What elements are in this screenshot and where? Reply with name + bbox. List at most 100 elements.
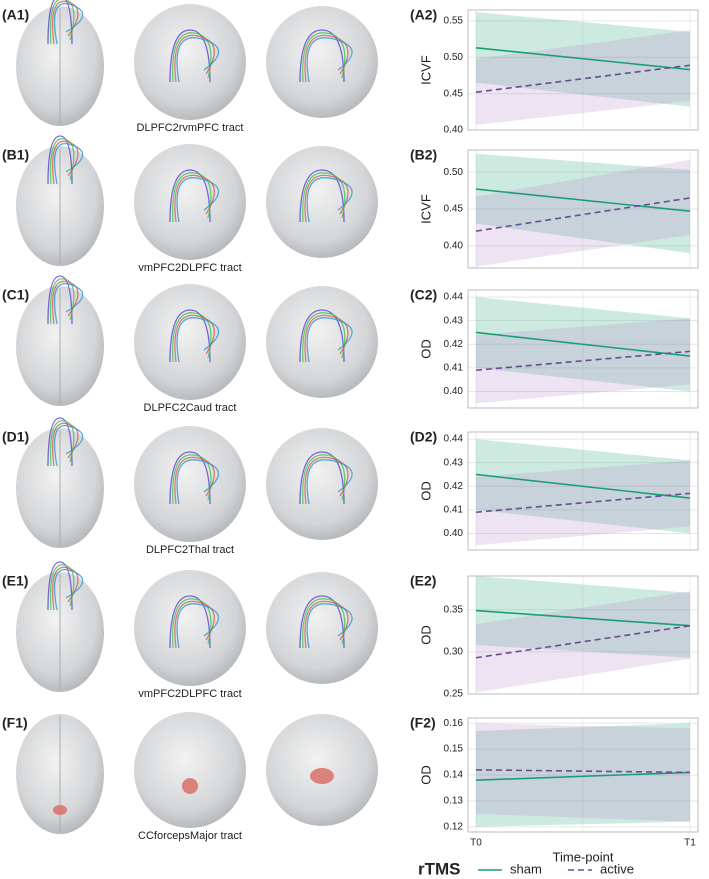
tract: [176, 317, 220, 363]
y-tick-label: 0.42: [444, 481, 464, 492]
tract: [169, 595, 211, 649]
tract: [172, 598, 212, 649]
plot-border: [467, 289, 699, 409]
plot-border: [467, 431, 699, 551]
tract: [299, 169, 345, 223]
tract: [306, 317, 353, 363]
tract: [302, 454, 346, 505]
brain-side: [266, 428, 378, 540]
series-line: [475, 492, 691, 514]
y-tick-label: 0.15: [444, 744, 464, 755]
tract: [176, 603, 220, 649]
panel-label: (E1): [2, 573, 28, 589]
tract: [302, 312, 346, 363]
tract: [174, 174, 215, 223]
tract: [304, 314, 349, 363]
tract: [176, 459, 220, 505]
y-tick-label: 0.43: [444, 457, 464, 468]
tract: [53, 424, 84, 467]
confidence-band: [476, 576, 690, 658]
series-line: [475, 624, 691, 659]
panel-label: (B1): [2, 147, 29, 163]
series-line: [475, 771, 691, 781]
y-tick-label: 0.16: [444, 718, 464, 729]
y-tick-label: 0.40: [444, 241, 464, 252]
tract: [174, 456, 215, 505]
tract: [49, 278, 75, 325]
tract-name: DLPFC2Caud tract: [144, 402, 237, 414]
tract: [304, 600, 349, 649]
tract: [47, 275, 73, 325]
tract: [51, 140, 79, 185]
series-line: [475, 197, 691, 232]
plot-border: [467, 575, 699, 695]
panel-label: (C1): [2, 287, 29, 303]
brain-front: [134, 426, 246, 542]
brain-side: [266, 146, 378, 258]
tract: [172, 454, 212, 505]
brain-front: [134, 570, 246, 686]
tract: [299, 29, 345, 83]
panel-label: (F1): [2, 715, 28, 731]
tract: [169, 451, 211, 505]
tract: [302, 32, 346, 83]
y-tick-label: 0.50: [444, 167, 464, 178]
panel-label: (E2): [410, 573, 436, 589]
tract-name: vmPFC2DLPFC tract: [138, 262, 241, 274]
series-line: [475, 473, 691, 499]
y-tick-label: 0.41: [444, 505, 464, 516]
panel-label: (D1): [2, 429, 29, 445]
plot-border: [467, 9, 699, 131]
tract: [169, 309, 211, 363]
brain-side: [266, 572, 378, 684]
confidence-band: [476, 723, 690, 822]
brain-side: [266, 286, 378, 398]
panel-label: (F2): [410, 715, 436, 731]
y-tick-label: 0.12: [444, 821, 464, 832]
tract: [174, 600, 215, 649]
tract-name: DLPFC2Thal tract: [146, 544, 234, 556]
tract: [174, 314, 215, 363]
y-tick-label: 0.40: [444, 125, 464, 136]
y-tick-label: 0.44: [444, 292, 464, 303]
brain-side: [266, 6, 378, 118]
y-tick-label: 0.55: [444, 16, 464, 27]
y-tick-label: 0.25: [444, 689, 464, 700]
tract: [49, 0, 75, 45]
plot-border: [467, 717, 699, 833]
y-axis-label: ICVF: [418, 55, 433, 85]
series-line: [475, 769, 691, 774]
confidence-band: [476, 318, 690, 404]
tract: [299, 451, 345, 505]
tract: [172, 312, 212, 363]
panel-label: (A1): [2, 7, 29, 23]
tract: [169, 29, 211, 83]
plot-border: [467, 149, 699, 269]
tract: [53, 805, 67, 815]
confidence-band: [476, 723, 690, 827]
y-tick-label: 0.45: [444, 204, 464, 215]
x-axis-label: Time-point: [553, 849, 614, 864]
tract: [306, 37, 353, 83]
legend-title: rTMS: [418, 859, 461, 878]
confidence-band: [476, 153, 690, 254]
tract: [49, 420, 75, 467]
tract: [299, 309, 345, 363]
y-tick-label: 0.13: [444, 796, 464, 807]
panel-label: (D2): [410, 429, 437, 445]
y-tick-label: 0.35: [444, 604, 464, 615]
confidence-band: [476, 159, 690, 267]
y-axis-label: OD: [418, 481, 433, 501]
tract: [169, 169, 211, 223]
y-tick-label: 0.43: [444, 315, 464, 326]
tract: [306, 459, 353, 505]
tract: [176, 177, 220, 223]
tract: [51, 422, 79, 467]
panel-label: (B2): [410, 147, 437, 163]
tract: [304, 174, 349, 223]
confidence-band: [476, 460, 690, 546]
tract-name: CCforcepsMajor tract: [138, 830, 242, 842]
x-tick-label: T1: [684, 838, 696, 849]
series-line: [475, 47, 691, 71]
y-tick-label: 0.42: [444, 339, 464, 350]
